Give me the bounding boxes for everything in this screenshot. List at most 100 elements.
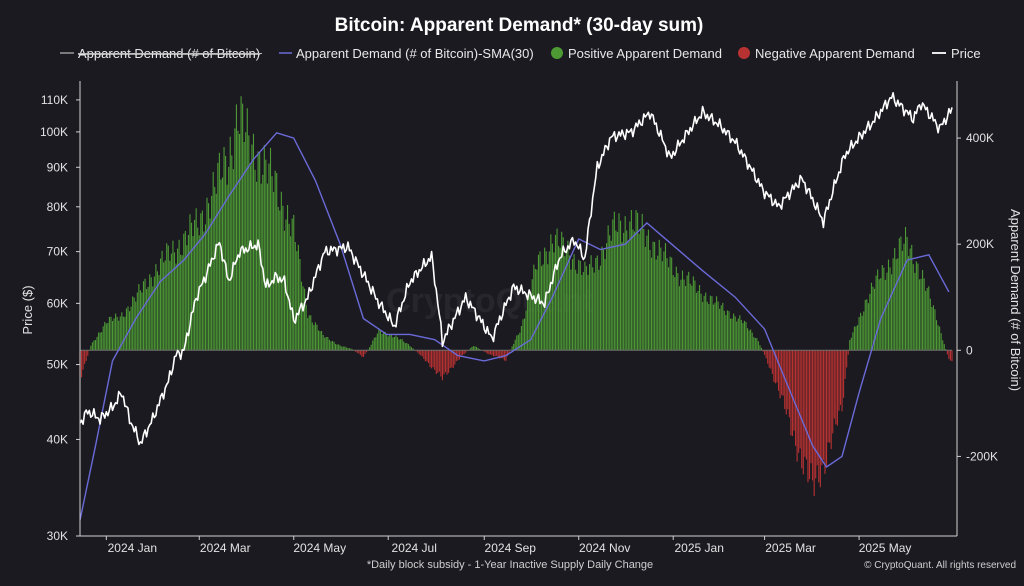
positive-demand-bar [612,219,614,351]
legend-item-sma[interactable]: Apparent Demand (# of Bitcoin)-SMA(30) [279,46,534,61]
positive-demand-bar [296,251,298,351]
legend-item-price[interactable]: Price [932,46,981,61]
negative-demand-bar [815,350,817,479]
negative-demand-bar [87,350,89,356]
positive-demand-bar [288,223,290,351]
positive-demand-bar [739,315,741,351]
positive-demand-bar [737,318,739,351]
legend-item-negative[interactable]: Negative Apparent Demand [738,46,915,61]
positive-demand-bar [598,269,600,351]
positive-demand-bar [895,259,897,351]
positive-demand-bar [110,316,112,351]
positive-demand-bar [381,334,383,351]
positive-demand-bar [716,296,718,351]
positive-demand-bar [390,334,392,351]
positive-demand-bar [649,249,651,351]
positive-demand-bar [372,340,374,351]
positive-demand-bar [330,341,332,351]
positive-demand-bar [726,310,728,351]
positive-demand-bar [338,344,340,351]
negative-demand-bar [441,350,443,381]
positive-demand-bar [300,281,303,351]
positive-demand-bar [541,266,543,351]
negative-demand-bar [84,350,86,364]
positive-demand-bar [522,319,524,351]
positive-demand-bar [305,304,307,351]
positive-demand-bar [386,335,388,351]
positive-demand-bar [144,278,146,351]
positive-demand-bar [923,278,925,351]
negative-demand-bar [85,350,87,361]
negative-demand-bar [508,350,510,354]
legend-item-apparent-demand[interactable]: Apparent Demand (# of Bitcoin) [60,46,262,61]
positive-demand-bar [232,169,234,351]
negative-demand-bar [365,350,368,353]
positive-demand-bar [629,221,631,351]
positive-demand-bar [942,340,944,351]
positive-demand-bar [677,273,679,351]
y-left-tick-label: 30K [47,529,68,543]
positive-demand-bar [91,342,93,351]
positive-demand-bar [133,297,135,351]
negative-demand-bar [821,350,823,466]
positive-demand-bar [582,271,584,351]
positive-demand-bar [331,340,334,351]
positive-demand-bar [155,264,157,351]
negative-demand-bar [443,350,445,375]
positive-demand-bar [706,301,708,351]
positive-demand-bar [324,337,326,351]
y-right-tick-label: 200K [966,237,994,251]
positive-demand-bar [860,312,862,351]
negative-demand-bar [491,350,493,356]
negative-demand-bar [781,350,783,395]
positive-demand-bar [613,211,615,351]
positive-demand-bar [308,315,310,351]
positive-demand-bar [561,231,563,351]
positive-demand-bar [266,183,268,351]
positive-demand-bar [395,335,397,351]
positive-demand-bar [96,336,98,351]
negative-demand-bar [362,350,364,357]
positive-demand-bar [178,239,180,351]
positive-demand-bar [189,214,191,351]
positive-demand-bar [714,302,716,351]
positive-demand-bar [350,348,352,351]
positive-demand-bar [379,331,382,351]
positive-demand-bar [702,302,704,351]
negative-demand-bar [762,350,764,352]
positive-demand-bar [166,243,168,351]
positive-demand-bar [146,288,148,351]
positive-demand-bar [571,259,574,351]
positive-demand-bar [581,275,583,351]
positive-demand-bar [118,320,120,351]
positive-demand-bar [589,264,591,351]
positive-demand-bar [537,254,540,351]
negative-demand-bar [795,350,797,446]
positive-demand-bar [740,319,742,351]
positive-demand-bar [664,243,667,351]
y-left-tick-label: 40K [47,432,68,446]
positive-demand-bar [712,304,715,351]
negative-demand-bar [448,350,450,373]
positive-demand-bar [226,184,228,351]
positive-demand-bar [920,278,922,351]
positive-demand-bar [412,348,414,351]
positive-demand-bar [161,250,163,351]
positive-demand-bar [736,321,738,351]
positive-demand-bar [757,341,759,351]
positive-demand-bar [119,316,121,351]
positive-demand-bar [98,332,100,351]
negative-demand-bar [423,350,425,359]
positive-demand-bar [218,152,220,351]
positive-demand-bar [260,183,262,351]
positive-demand-bar [934,309,936,351]
legend-item-positive[interactable]: Positive Apparent Demand [551,46,722,61]
negative-demand-bar [796,350,798,462]
positive-demand-bar [593,272,595,351]
positive-demand-bar [925,290,927,351]
positive-demand-bar [570,269,572,351]
positive-demand-bar [691,285,693,351]
positive-demand-bar [602,248,605,351]
negative-demand-bar [773,350,775,383]
